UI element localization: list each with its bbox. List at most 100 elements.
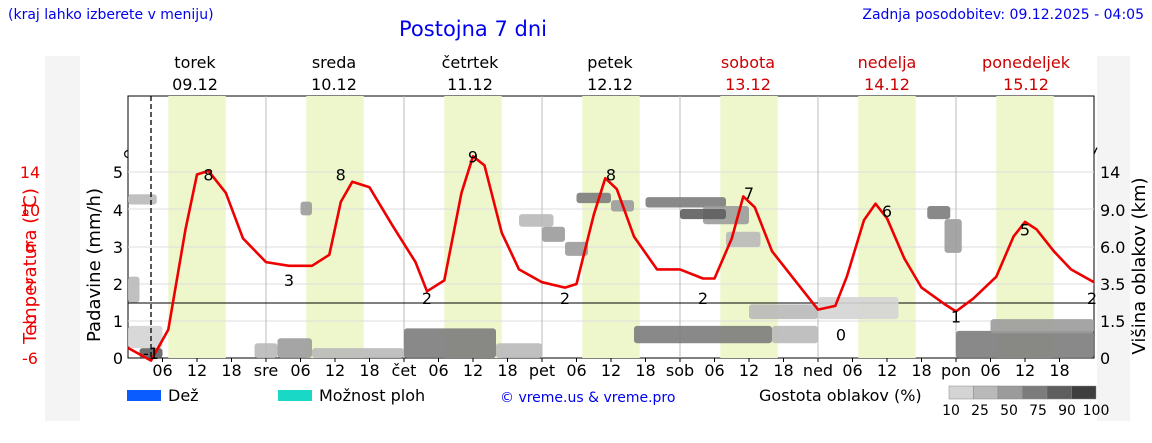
cloud-cell bbox=[496, 343, 542, 358]
x-tick-label: 06 bbox=[566, 361, 586, 380]
day-headers: torek 09.12 sreda 10.12 četrtek 11.12 petek 12.… bbox=[172, 53, 1071, 94]
density-level: 25 bbox=[971, 403, 989, 419]
day-name: sreda bbox=[312, 53, 356, 72]
cloud-cell bbox=[312, 348, 404, 358]
day-name: ponedeljek bbox=[982, 53, 1071, 72]
x-tick-label: 12 bbox=[877, 361, 897, 380]
x-tick-label: 12 bbox=[187, 361, 207, 380]
temperature-label: 8 bbox=[203, 166, 213, 185]
temperature-label: 2 bbox=[698, 289, 708, 308]
density-title: Gostota oblakov (%) bbox=[759, 386, 922, 405]
temperature-label: 8 bbox=[606, 166, 616, 185]
day-date: 14.12 bbox=[864, 75, 910, 94]
cloud-cell bbox=[726, 231, 761, 247]
cloud-height-tick: 3.5 bbox=[1100, 275, 1125, 294]
cloud-cell bbox=[277, 338, 312, 358]
x-tick-label: 18 bbox=[773, 361, 793, 380]
x-tick-label: ned bbox=[803, 361, 833, 380]
cloud-cell bbox=[956, 330, 1094, 358]
temperature-label: 8 bbox=[336, 166, 346, 185]
density-swatch bbox=[997, 385, 1023, 400]
cloud-cell bbox=[404, 328, 496, 358]
cloud-cell bbox=[542, 226, 565, 242]
density-swatch bbox=[1071, 385, 1097, 400]
precip-tick: 2 bbox=[113, 275, 123, 294]
x-tick-label: 18 bbox=[221, 361, 241, 380]
last-update: Zadnja posodobitev: 09.12.2025 - 04:05 bbox=[862, 7, 1144, 23]
plot-area: -1 8 3 8 2 9 2 8 2 7 0 6 1 5 2 bbox=[127, 95, 1097, 363]
temperature-label: 1 bbox=[951, 307, 961, 326]
cloud-cell bbox=[990, 319, 1094, 334]
density-swatch bbox=[948, 385, 974, 400]
x-tick-label: 18 bbox=[911, 361, 931, 380]
x-tick-label: 06 bbox=[704, 361, 724, 380]
temperature-label: 2 bbox=[560, 289, 570, 308]
storm-swatch bbox=[278, 390, 312, 401]
x-tick-label: 12 bbox=[1015, 361, 1035, 380]
x-tick-label: 18 bbox=[635, 361, 655, 380]
temperature-label: 2 bbox=[1087, 289, 1097, 308]
density-level: 50 bbox=[1000, 403, 1018, 419]
x-tick-label: 06 bbox=[152, 361, 172, 380]
cloud-height-tick: 1.5 bbox=[1100, 312, 1125, 331]
x-tick-label: 18 bbox=[359, 361, 379, 380]
day-name: četrtek bbox=[442, 53, 500, 72]
day-date: 13.12 bbox=[725, 75, 771, 94]
precip-tick: 1 bbox=[113, 312, 123, 331]
x-tick-label: 06 bbox=[980, 361, 1000, 380]
temperature-label: 0 bbox=[836, 326, 846, 345]
x-tick-label: sre bbox=[254, 361, 278, 380]
temperature-line bbox=[127, 155, 1095, 362]
page-title: Postojna 7 dni bbox=[399, 17, 547, 41]
cloud-cell bbox=[680, 209, 726, 220]
x-tick-label: 06 bbox=[428, 361, 448, 380]
region-hint[interactable]: (kraj lahko izberete v meniju) bbox=[8, 7, 214, 23]
x-tick-label: čet bbox=[392, 361, 417, 380]
day-name: petek bbox=[587, 53, 633, 72]
cloud-cell bbox=[128, 194, 157, 205]
rain-swatch bbox=[127, 390, 161, 401]
cloud-height-tick: 14 bbox=[1100, 163, 1120, 182]
precip-tick: 4 bbox=[113, 201, 123, 220]
x-tick-label: pet bbox=[529, 361, 555, 380]
temperature-tick: 6 bbox=[25, 238, 35, 257]
day-date: 15.12 bbox=[1003, 75, 1049, 94]
daylight-band bbox=[168, 96, 226, 358]
x-tick-label: sob bbox=[666, 361, 694, 380]
temperature-label: -1 bbox=[143, 344, 159, 363]
precip-tick: 0 bbox=[113, 349, 123, 368]
temperature-label: 3 bbox=[284, 271, 294, 290]
cloud-cell bbox=[576, 192, 611, 204]
cloud-cell bbox=[300, 201, 312, 216]
density-level: 100 bbox=[1083, 403, 1110, 419]
axes: 06 12 18 sre 06 12 18 čet 06 12 18 pet 06 12 18 sob 06 12… bbox=[20, 163, 1150, 380]
cloud-cell bbox=[565, 241, 588, 256]
cloud-cell bbox=[634, 325, 772, 344]
day-date: 12.12 bbox=[587, 75, 633, 94]
cloud-cell bbox=[128, 325, 163, 349]
cloud-cell bbox=[128, 276, 140, 303]
x-tick-label: 12 bbox=[739, 361, 759, 380]
cloud-height-axis-label: Višina oblakov (km) bbox=[1129, 177, 1150, 354]
temperature-tick: -2 bbox=[22, 312, 38, 331]
x-tick-label: pon bbox=[941, 361, 971, 380]
day-name: sobota bbox=[721, 53, 775, 72]
temperature-label: 2 bbox=[422, 289, 432, 308]
density-swatch bbox=[1022, 385, 1048, 400]
storm-label: Možnost ploh bbox=[319, 386, 425, 405]
cloud-cell bbox=[254, 343, 278, 358]
temperature-label: 5 bbox=[1020, 220, 1030, 239]
x-tick-label: 18 bbox=[1049, 361, 1069, 380]
cloud-height-tick: 0 bbox=[1100, 349, 1110, 368]
cloud-cell bbox=[944, 219, 962, 253]
precip-tick: 3 bbox=[113, 238, 123, 257]
x-tick-label: 12 bbox=[463, 361, 483, 380]
x-tick-label: 18 bbox=[497, 361, 517, 380]
temperature-label: 6 bbox=[882, 202, 892, 221]
density-level: 90 bbox=[1058, 403, 1076, 419]
precip-tick: 5 bbox=[113, 163, 123, 182]
cloud-cell bbox=[645, 197, 726, 208]
cloud-height-tick: 9.0 bbox=[1100, 201, 1125, 220]
day-name: torek bbox=[174, 53, 216, 72]
